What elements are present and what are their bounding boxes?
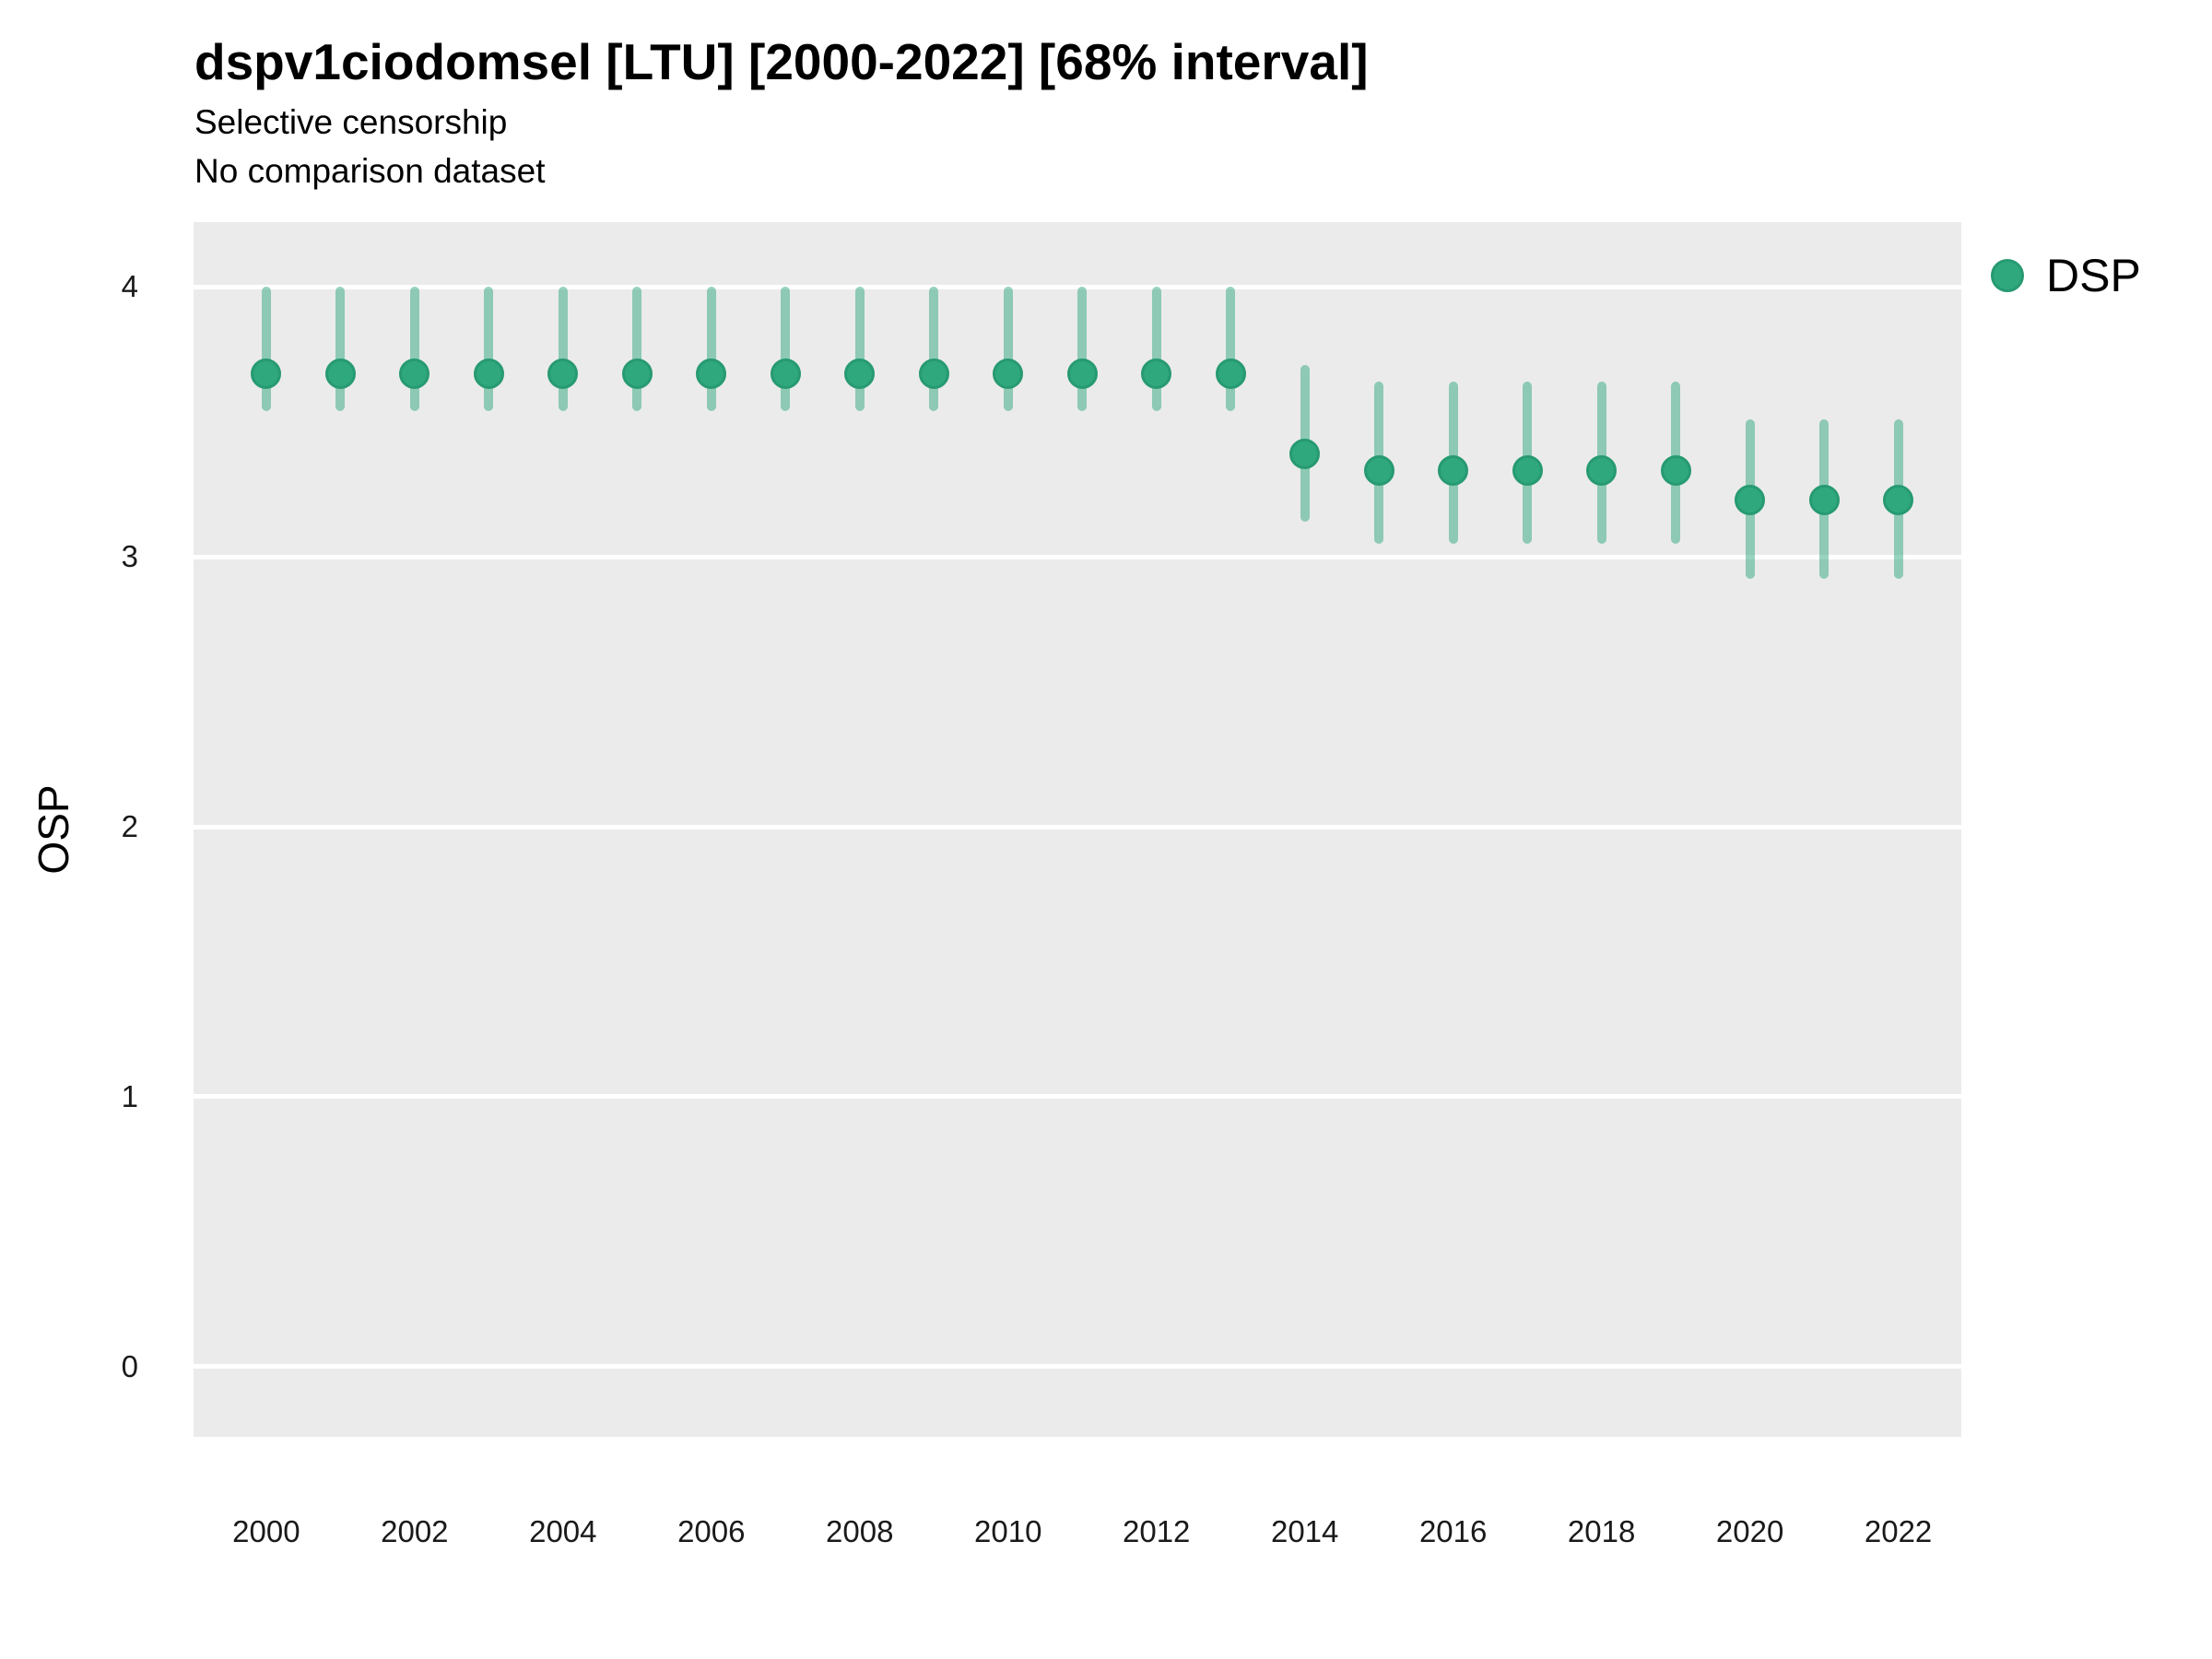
x-tick-label-2018: 2018 xyxy=(1567,1514,1636,1548)
interval-bar-2013 xyxy=(1226,287,1236,411)
data-point-2014 xyxy=(1289,439,1321,470)
x-tick-label-2008: 2008 xyxy=(826,1514,894,1548)
data-point-2021 xyxy=(1808,485,1840,516)
x-tick-label-2012: 2012 xyxy=(1122,1514,1191,1548)
gridline-y-1 xyxy=(194,1094,1961,1100)
interval-bar-2012 xyxy=(1151,287,1161,411)
gridline-y-2 xyxy=(194,824,1961,830)
legend-label: DSP xyxy=(2046,250,2141,301)
interval-bar-2006 xyxy=(706,287,716,411)
interval-bar-2001 xyxy=(335,287,346,411)
gridline-y-0 xyxy=(194,1364,1961,1370)
interval-bar-2005 xyxy=(632,287,642,411)
data-point-2011 xyxy=(1066,358,1098,389)
data-point-2012 xyxy=(1141,358,1172,389)
interval-bar-2003 xyxy=(484,287,494,411)
y-tick-label-3: 3 xyxy=(121,539,138,574)
data-point-2002 xyxy=(399,358,430,389)
interval-bar-2011 xyxy=(1077,287,1088,411)
data-point-2005 xyxy=(621,358,653,389)
data-point-2010 xyxy=(993,358,1024,389)
gridline-y-3 xyxy=(194,554,1961,559)
data-point-2000 xyxy=(251,358,282,389)
y-tick-label-2: 2 xyxy=(121,809,138,844)
x-tick-label-2014: 2014 xyxy=(1270,1514,1339,1548)
interval-bar-2004 xyxy=(558,287,568,411)
y-tick-label-1: 1 xyxy=(121,1078,138,1113)
interval-bar-2007 xyxy=(781,287,791,411)
data-point-2022 xyxy=(1883,485,1914,516)
x-tick-label-2020: 2020 xyxy=(1715,1514,1784,1548)
data-point-2013 xyxy=(1215,358,1246,389)
data-point-2008 xyxy=(844,358,876,389)
data-point-2020 xyxy=(1735,485,1766,516)
interval-bar-2010 xyxy=(1003,287,1013,411)
y-tick-label-0: 0 xyxy=(121,1348,138,1383)
gridline-y-4 xyxy=(194,284,1961,289)
page-subtitle-1: Selective censorship xyxy=(194,103,508,141)
data-point-2019 xyxy=(1660,454,1691,486)
page-title: dspv1ciodomsel [LTU] [2000-2022] [68% in… xyxy=(194,33,1369,90)
x-tick-label-2000: 2000 xyxy=(232,1514,300,1548)
data-point-2018 xyxy=(1586,454,1618,486)
data-point-2015 xyxy=(1363,454,1394,486)
data-point-2017 xyxy=(1512,454,1543,486)
data-point-2009 xyxy=(918,358,949,389)
data-point-2001 xyxy=(324,358,356,389)
interval-bar-2002 xyxy=(409,287,419,411)
legend-point-icon xyxy=(1991,259,2024,292)
data-point-2016 xyxy=(1438,454,1469,486)
page-subtitle-2: No comparison dataset xyxy=(194,152,546,190)
legend: DSP xyxy=(1991,249,2141,302)
y-tick-label-4: 4 xyxy=(121,269,138,304)
x-tick-label-2006: 2006 xyxy=(677,1514,746,1548)
data-point-2006 xyxy=(696,358,727,389)
interval-bar-2000 xyxy=(261,287,271,411)
x-tick-label-2016: 2016 xyxy=(1418,1514,1488,1548)
interval-bar-2008 xyxy=(854,287,865,411)
x-tick-label-2002: 2002 xyxy=(381,1514,449,1548)
interval-bar-2009 xyxy=(929,287,939,411)
data-point-2003 xyxy=(473,358,504,389)
x-tick-label-2022: 2022 xyxy=(1864,1514,1933,1548)
data-point-2007 xyxy=(770,358,801,389)
chart-panel xyxy=(194,222,1961,1437)
data-point-2004 xyxy=(547,358,579,389)
x-tick-label-2010: 2010 xyxy=(974,1514,1042,1548)
x-tick-label-2004: 2004 xyxy=(529,1514,597,1548)
